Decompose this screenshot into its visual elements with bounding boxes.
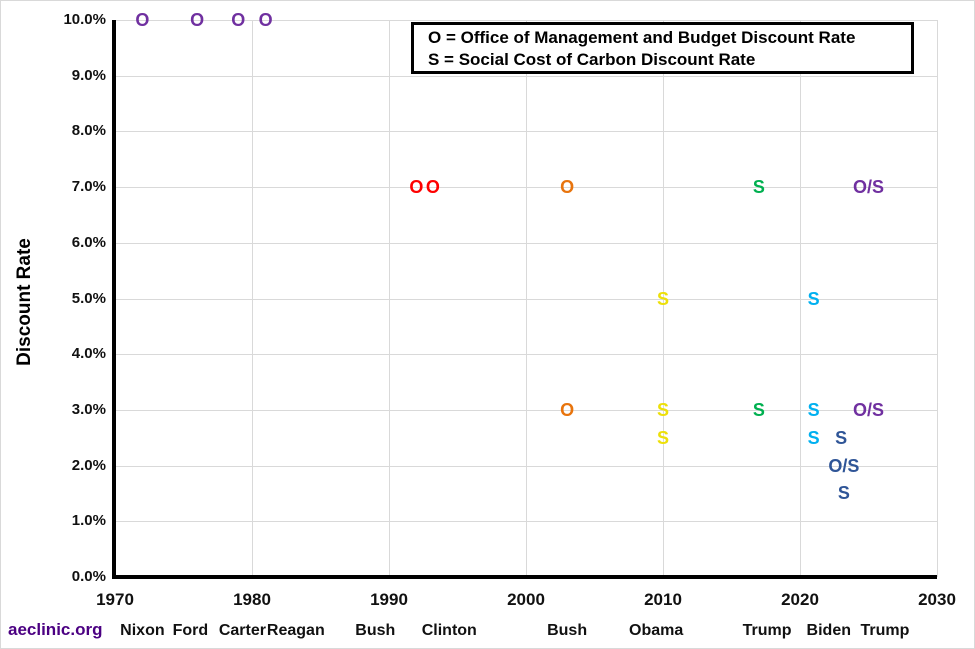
data-point-marker: O <box>560 177 575 198</box>
data-point-marker: O <box>560 399 575 420</box>
data-point-marker: O <box>258 10 273 30</box>
data-point-marker: O <box>231 10 246 30</box>
x-tick-label: 2010 <box>644 590 682 609</box>
y-tick-label: 5.0% <box>71 289 106 307</box>
data-point-marker: S <box>656 399 670 420</box>
y-tick-label: 10.0% <box>63 11 106 28</box>
x-tick-label: 1970 <box>96 590 134 609</box>
president-label-clinton: Clinton <box>421 622 477 639</box>
v-gridline <box>526 20 527 577</box>
data-point-marker: S <box>752 399 765 420</box>
v-gridline <box>252 20 253 577</box>
data-point-marker: S <box>752 177 765 198</box>
data-point-marker: O <box>190 10 205 30</box>
data-point-marker: S <box>807 288 820 309</box>
legend-line-omb: O = Office of Management and Budget Disc… <box>428 28 856 47</box>
data-point-marker: O <box>135 10 150 30</box>
y-tick-label: 1.0% <box>71 512 106 530</box>
v-gridline <box>800 20 801 577</box>
x-tick-label: 1990 <box>370 590 408 609</box>
legend-box: O = Office of Management and Budget Disc… <box>411 22 914 74</box>
y-tick-label: 6.0% <box>71 233 106 251</box>
president-label-nixon: Nixon <box>120 622 165 639</box>
y-tick-label: 4.0% <box>71 345 106 363</box>
data-point-marker: O <box>409 177 424 198</box>
data-point-marker: S <box>807 427 820 448</box>
president-label-trump: Trump <box>742 622 792 639</box>
v-gridline <box>937 20 938 577</box>
data-point-marker: S <box>837 483 850 504</box>
president-label-bush: Bush <box>355 622 396 639</box>
x-axis-line <box>112 575 937 579</box>
x-tick-label: 2030 <box>918 590 956 609</box>
president-label-reagan: Reagan <box>266 622 325 639</box>
president-label-bush: Bush <box>547 622 588 639</box>
data-point-marker: S <box>835 427 848 448</box>
data-point-marker: S <box>807 399 820 420</box>
y-tick-label: 8.0% <box>71 122 106 140</box>
x-tick-label: 2020 <box>781 590 819 609</box>
y-tick-label: 2.0% <box>71 456 106 474</box>
y-axis-line <box>112 20 116 579</box>
data-point-marker: S <box>656 427 670 448</box>
x-tick-label: 2000 <box>507 590 545 609</box>
x-tick-label: 1980 <box>233 590 271 609</box>
president-label-ford: Ford <box>172 622 209 639</box>
president-label-trump: Trump <box>860 622 910 639</box>
data-point-marker: O <box>425 177 440 198</box>
y-tick-label: 9.0% <box>71 66 106 84</box>
legend-line-scc: S = Social Cost of Carbon Discount Rate <box>428 50 756 69</box>
president-label-carter: Carter <box>218 622 266 639</box>
y-tick-label: 0.0% <box>71 568 106 585</box>
president-label-biden: Biden <box>806 622 851 639</box>
v-gridline <box>663 20 664 577</box>
y-tick-label: 7.0% <box>71 178 106 196</box>
data-point-marker: O/S <box>852 177 885 198</box>
data-point-marker: O/S <box>828 455 860 476</box>
data-point-marker: O/S <box>852 399 885 420</box>
site-credit-text: aeclinic.org <box>8 620 103 639</box>
y-tick-label: 3.0% <box>71 400 106 418</box>
data-point-marker: S <box>656 288 670 309</box>
president-label-obama: Obama <box>629 622 684 639</box>
v-gridline <box>389 20 390 577</box>
